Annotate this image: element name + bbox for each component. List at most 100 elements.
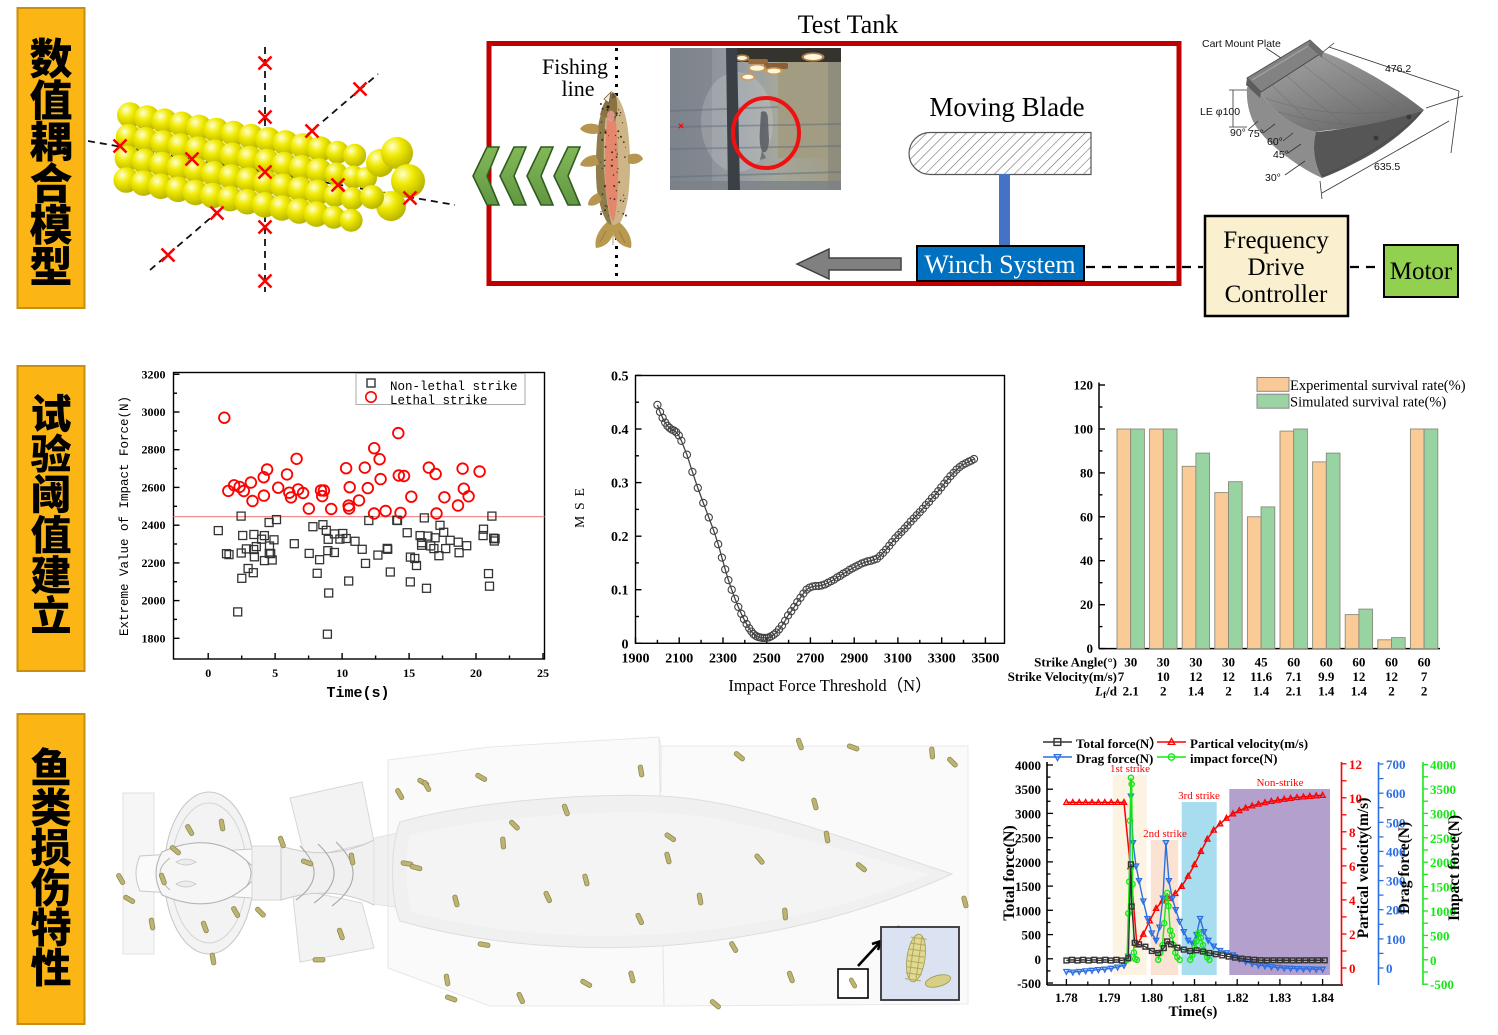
svg-text:2400: 2400 (142, 518, 166, 532)
svg-text:2: 2 (1225, 684, 1232, 699)
svg-text:0: 0 (1386, 961, 1393, 976)
svg-text:90°: 90° (1230, 127, 1246, 139)
svg-text:Drive: Drive (1248, 254, 1305, 281)
svg-text:3000: 3000 (1015, 806, 1041, 821)
svg-text:Simulated survival rate(%): Simulated survival rate(%) (1290, 395, 1446, 411)
svg-text:2800: 2800 (142, 443, 166, 457)
svg-text:Strike Angle(°): Strike Angle(°) (1034, 655, 1117, 670)
svg-text:Lf/d: Lf/d (1094, 684, 1118, 702)
svg-text:12: 12 (1385, 669, 1398, 684)
svg-text:2700: 2700 (796, 651, 824, 666)
svg-text:2100: 2100 (665, 651, 693, 666)
svg-text:2.1: 2.1 (1286, 684, 1302, 699)
svg-text:120: 120 (1074, 378, 1094, 393)
svg-text:5: 5 (272, 666, 278, 680)
svg-text:0.2: 0.2 (611, 530, 629, 545)
svg-text:10: 10 (1349, 791, 1362, 806)
svg-text:3300: 3300 (928, 651, 956, 666)
svg-text:1.84: 1.84 (1311, 990, 1334, 1005)
svg-text:500: 500 (1022, 928, 1042, 943)
svg-text:2500: 2500 (1430, 831, 1456, 846)
svg-text:12: 12 (1222, 669, 1235, 684)
svg-text:11.6: 11.6 (1250, 669, 1273, 684)
svg-text:600: 600 (1386, 786, 1406, 801)
svg-text:0: 0 (1035, 952, 1042, 967)
svg-text:1.83: 1.83 (1269, 990, 1292, 1005)
svg-text:400: 400 (1386, 844, 1406, 859)
svg-text:Non-strike: Non-strike (1256, 777, 1303, 789)
svg-text:Drag force(N): Drag force(N) (1396, 822, 1413, 914)
svg-text:Impact force(N): Impact force(N) (1446, 815, 1463, 921)
svg-text:10: 10 (336, 666, 348, 680)
svg-text:3500: 3500 (1430, 782, 1456, 797)
svg-text:1.4: 1.4 (1318, 684, 1335, 699)
svg-text:60: 60 (1418, 655, 1431, 670)
svg-text:2600: 2600 (142, 480, 166, 494)
svg-text:Time(s): Time(s) (1169, 1004, 1218, 1020)
svg-text:15: 15 (403, 666, 415, 680)
svg-text:3500: 3500 (1015, 782, 1041, 797)
svg-text:3000: 3000 (142, 405, 166, 419)
svg-text:1.78: 1.78 (1055, 990, 1078, 1005)
svg-text:Total force(N）: Total force(N） (1076, 736, 1162, 751)
svg-text:10: 10 (1157, 669, 1170, 684)
svg-text:1.79: 1.79 (1098, 990, 1121, 1005)
svg-text:0.4: 0.4 (611, 423, 629, 438)
svg-text:4: 4 (1349, 893, 1356, 908)
svg-text:300: 300 (1386, 874, 1406, 889)
svg-text:3000: 3000 (1430, 806, 1456, 821)
svg-text:1.82: 1.82 (1226, 990, 1249, 1005)
svg-text:Non-lethal strike: Non-lethal strike (390, 380, 518, 394)
svg-text:1.4: 1.4 (1188, 684, 1205, 699)
svg-text:Strike Velocity(m/s): Strike Velocity(m/s) (1008, 669, 1117, 684)
svg-text:40: 40 (1080, 553, 1093, 568)
svg-text:Frequency: Frequency (1223, 227, 1329, 254)
svg-text:80: 80 (1080, 465, 1093, 480)
svg-text:4000: 4000 (1430, 758, 1456, 773)
svg-text:20: 20 (470, 666, 482, 680)
svg-text:Motor: Motor (1390, 258, 1453, 285)
svg-text:30°: 30° (1265, 172, 1281, 184)
svg-text:7.1: 7.1 (1286, 669, 1302, 684)
svg-text:2: 2 (1349, 927, 1356, 942)
svg-text:2nd strike: 2nd strike (1143, 828, 1187, 840)
svg-text:Extreme Value of Impact Force(: Extreme Value of Impact Force(N) (118, 396, 132, 636)
svg-text:9.9: 9.9 (1318, 669, 1335, 684)
svg-text:200: 200 (1386, 903, 1406, 918)
svg-text:60: 60 (1352, 655, 1365, 670)
svg-text:Cart Mount Plate: Cart Mount Plate (1202, 38, 1281, 50)
svg-text:-500: -500 (1017, 976, 1041, 991)
svg-text:0: 0 (1430, 953, 1437, 968)
svg-text:0: 0 (205, 666, 211, 680)
svg-text:3200: 3200 (142, 367, 166, 381)
svg-text:Total force(N): Total force(N) (1001, 825, 1018, 921)
svg-text:1.4: 1.4 (1351, 684, 1368, 699)
svg-text:25: 25 (537, 666, 549, 680)
svg-text:20: 20 (1080, 597, 1093, 612)
svg-text:635.5: 635.5 (1374, 161, 1400, 173)
svg-text:30: 30 (1124, 655, 1137, 670)
svg-text:30: 30 (1189, 655, 1202, 670)
svg-text:4000: 4000 (1015, 758, 1041, 773)
svg-text:500: 500 (1430, 928, 1450, 943)
svg-text:Test Tank: Test Tank (798, 10, 899, 39)
svg-text:0: 0 (622, 637, 629, 652)
svg-text:Experimental survival rate(%): Experimental survival rate(%) (1290, 378, 1466, 394)
svg-text:3rd strike: 3rd strike (1178, 790, 1220, 802)
svg-text:2000: 2000 (1430, 855, 1456, 870)
svg-text:2500: 2500 (753, 651, 781, 666)
svg-text:476.2: 476.2 (1385, 63, 1411, 75)
svg-text:700: 700 (1386, 757, 1406, 772)
svg-text:2200: 2200 (142, 556, 166, 570)
svg-text:line: line (562, 76, 595, 101)
svg-text:Partical velocity(m/s): Partical velocity(m/s) (1355, 798, 1372, 939)
svg-text:45: 45 (1255, 655, 1269, 670)
svg-text:2500: 2500 (1015, 831, 1041, 846)
svg-text:1800: 1800 (142, 631, 166, 645)
svg-text:60: 60 (1080, 509, 1093, 524)
svg-text:60: 60 (1385, 655, 1398, 670)
svg-text:1.80: 1.80 (1140, 990, 1163, 1005)
svg-text:0.1: 0.1 (611, 584, 629, 599)
svg-text:1.81: 1.81 (1183, 990, 1206, 1005)
svg-text:30: 30 (1157, 655, 1170, 670)
